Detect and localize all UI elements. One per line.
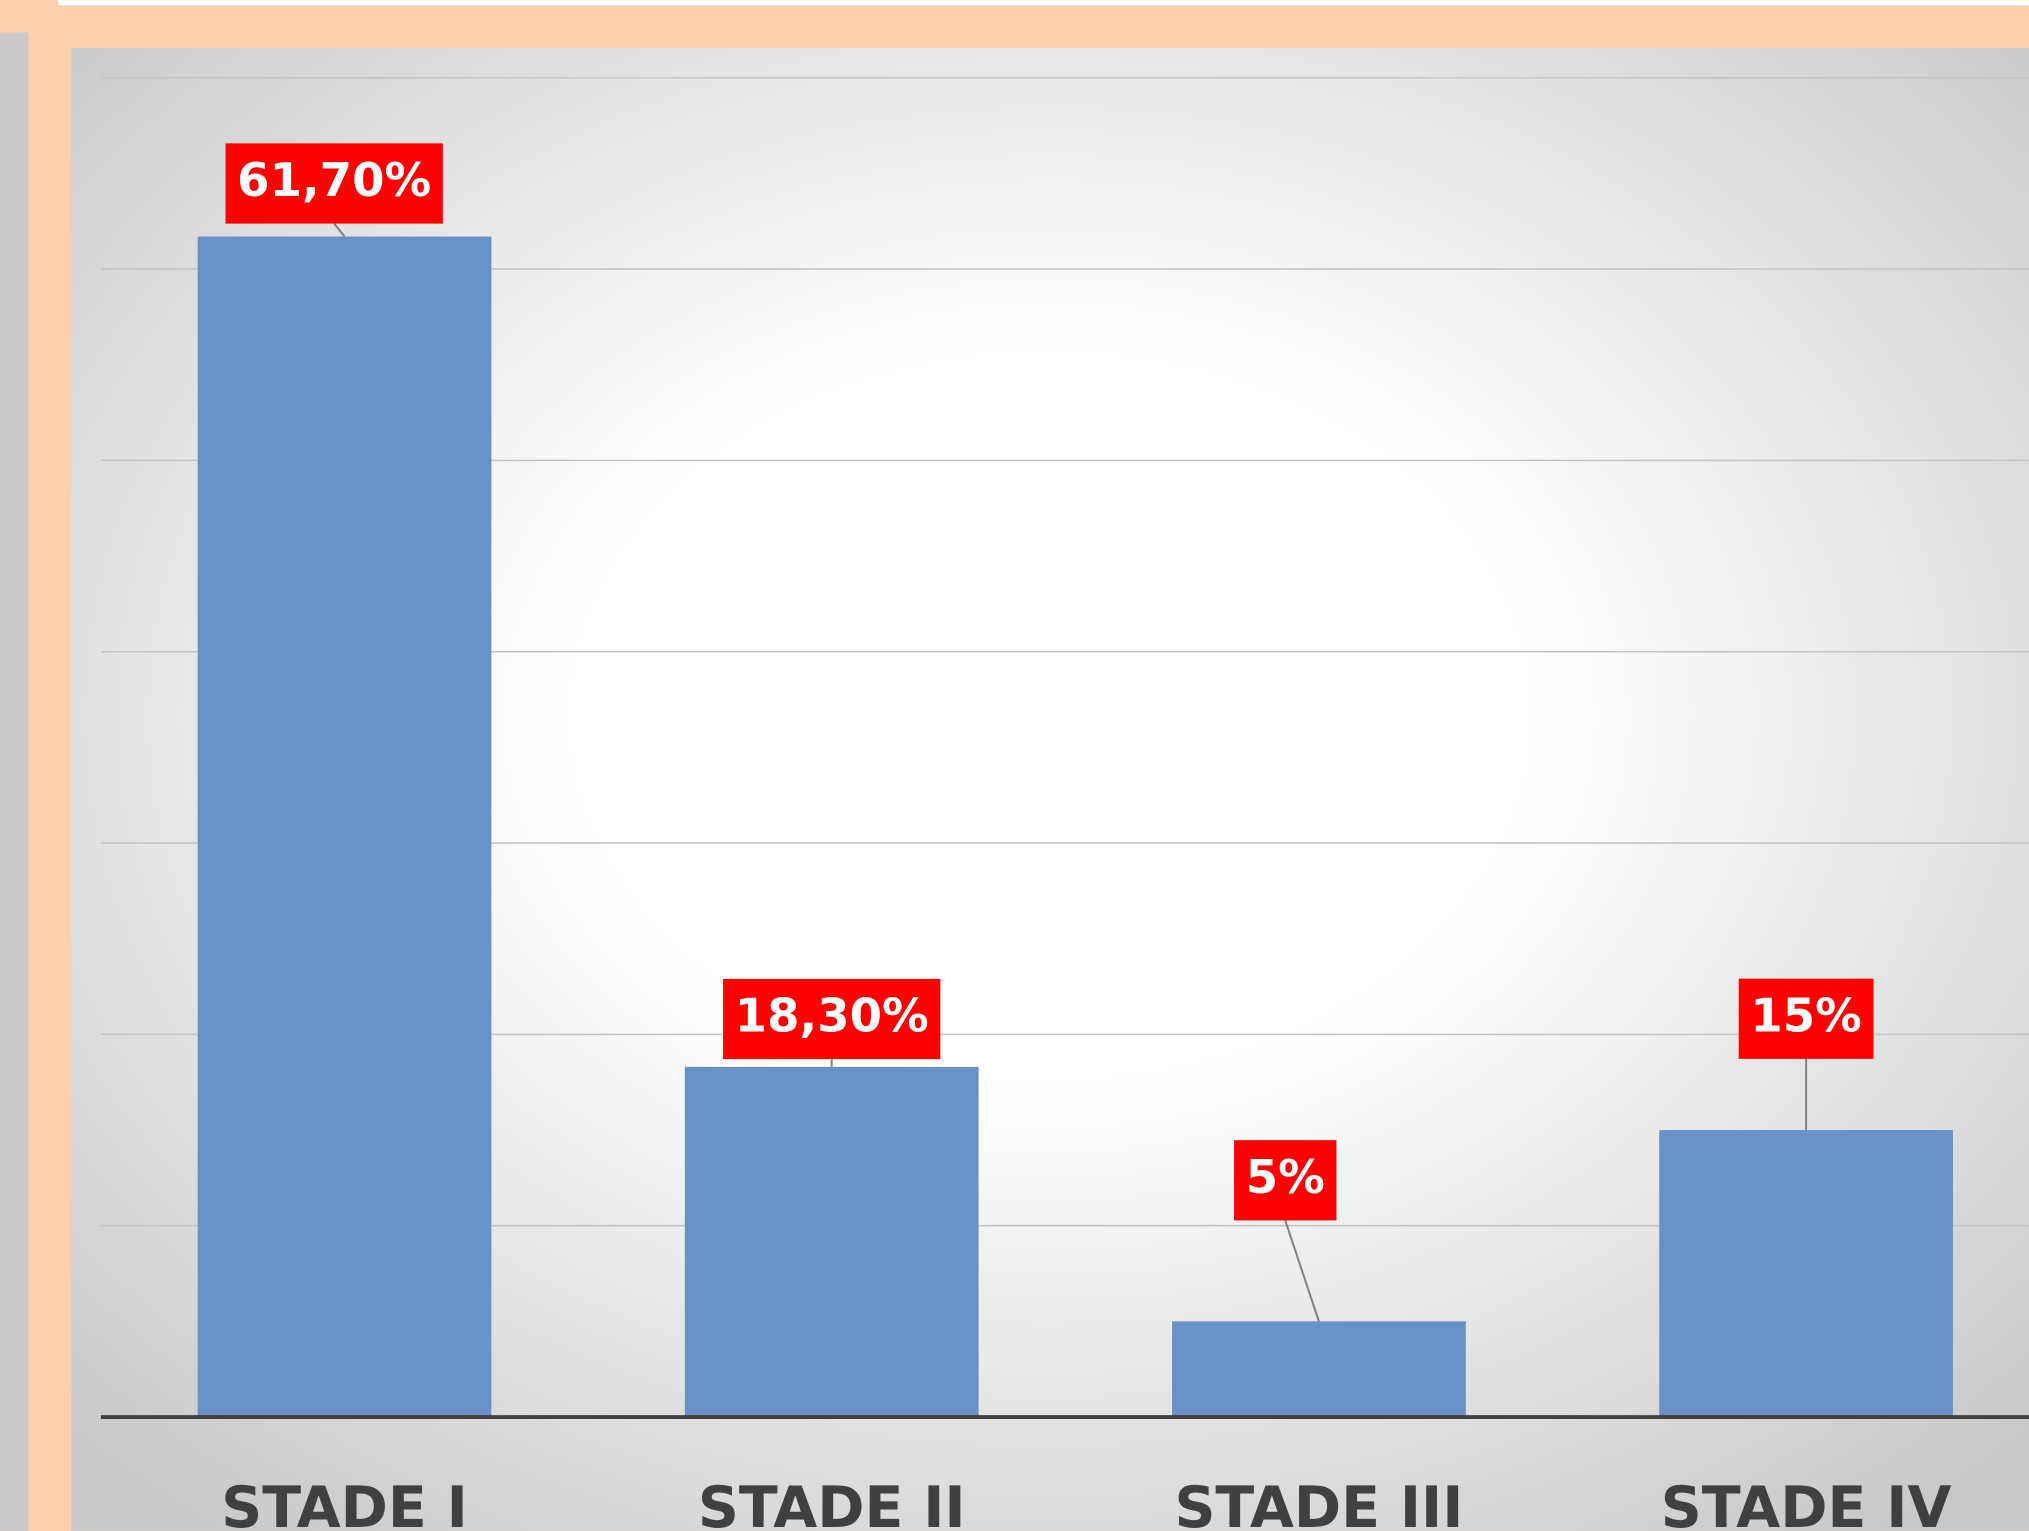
bar [1172, 1321, 1466, 1418]
bar [197, 236, 492, 1418]
value-label-box [1738, 978, 1874, 1059]
bar [1659, 1130, 1953, 1418]
frame-edge [58, 0, 2029, 6]
leader-line [1284, 1220, 1320, 1322]
bar [684, 1066, 979, 1418]
value-label: 18,30% [735, 989, 929, 1043]
plot: STADE I 61,70% STADE II 18,30% STADE III 5% ST… [100, 76, 2029, 1531]
side-strip [0, 32, 29, 1531]
value-label: 5% [1246, 1150, 1325, 1204]
value-label-box [1234, 1140, 1337, 1221]
value-label: 15% [1750, 988, 1862, 1042]
x-tick-label: STADE I [221, 1475, 468, 1531]
value-label: 61,70% [237, 153, 431, 207]
x-tick-label: STADE II [698, 1475, 966, 1531]
value-label-box [723, 978, 941, 1060]
value-label-box [225, 143, 443, 224]
x-tick-label: STADE III [1174, 1475, 1463, 1531]
leader-line [333, 222, 346, 238]
x-tick-label: STADE IV [1661, 1475, 1952, 1531]
